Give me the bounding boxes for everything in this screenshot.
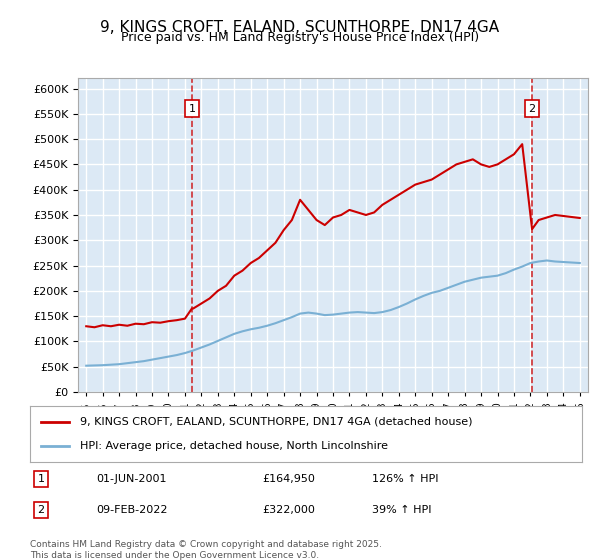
Text: HPI: Average price, detached house, North Lincolnshire: HPI: Average price, detached house, Nort… xyxy=(80,441,388,451)
Text: Contains HM Land Registry data © Crown copyright and database right 2025.
This d: Contains HM Land Registry data © Crown c… xyxy=(30,540,382,560)
Text: 39% ↑ HPI: 39% ↑ HPI xyxy=(372,505,432,515)
Text: 2: 2 xyxy=(529,104,536,114)
Text: 2: 2 xyxy=(37,505,44,515)
Text: £322,000: £322,000 xyxy=(262,505,315,515)
Text: 1: 1 xyxy=(38,474,44,484)
Text: 126% ↑ HPI: 126% ↑ HPI xyxy=(372,474,439,484)
Text: 9, KINGS CROFT, EALAND, SCUNTHORPE, DN17 4GA (detached house): 9, KINGS CROFT, EALAND, SCUNTHORPE, DN17… xyxy=(80,417,472,427)
Text: 01-JUN-2001: 01-JUN-2001 xyxy=(96,474,167,484)
Text: 09-FEB-2022: 09-FEB-2022 xyxy=(96,505,168,515)
Text: £164,950: £164,950 xyxy=(262,474,315,484)
Text: 1: 1 xyxy=(188,104,196,114)
Text: 9, KINGS CROFT, EALAND, SCUNTHORPE, DN17 4GA: 9, KINGS CROFT, EALAND, SCUNTHORPE, DN17… xyxy=(100,20,500,35)
Text: Price paid vs. HM Land Registry's House Price Index (HPI): Price paid vs. HM Land Registry's House … xyxy=(121,31,479,44)
